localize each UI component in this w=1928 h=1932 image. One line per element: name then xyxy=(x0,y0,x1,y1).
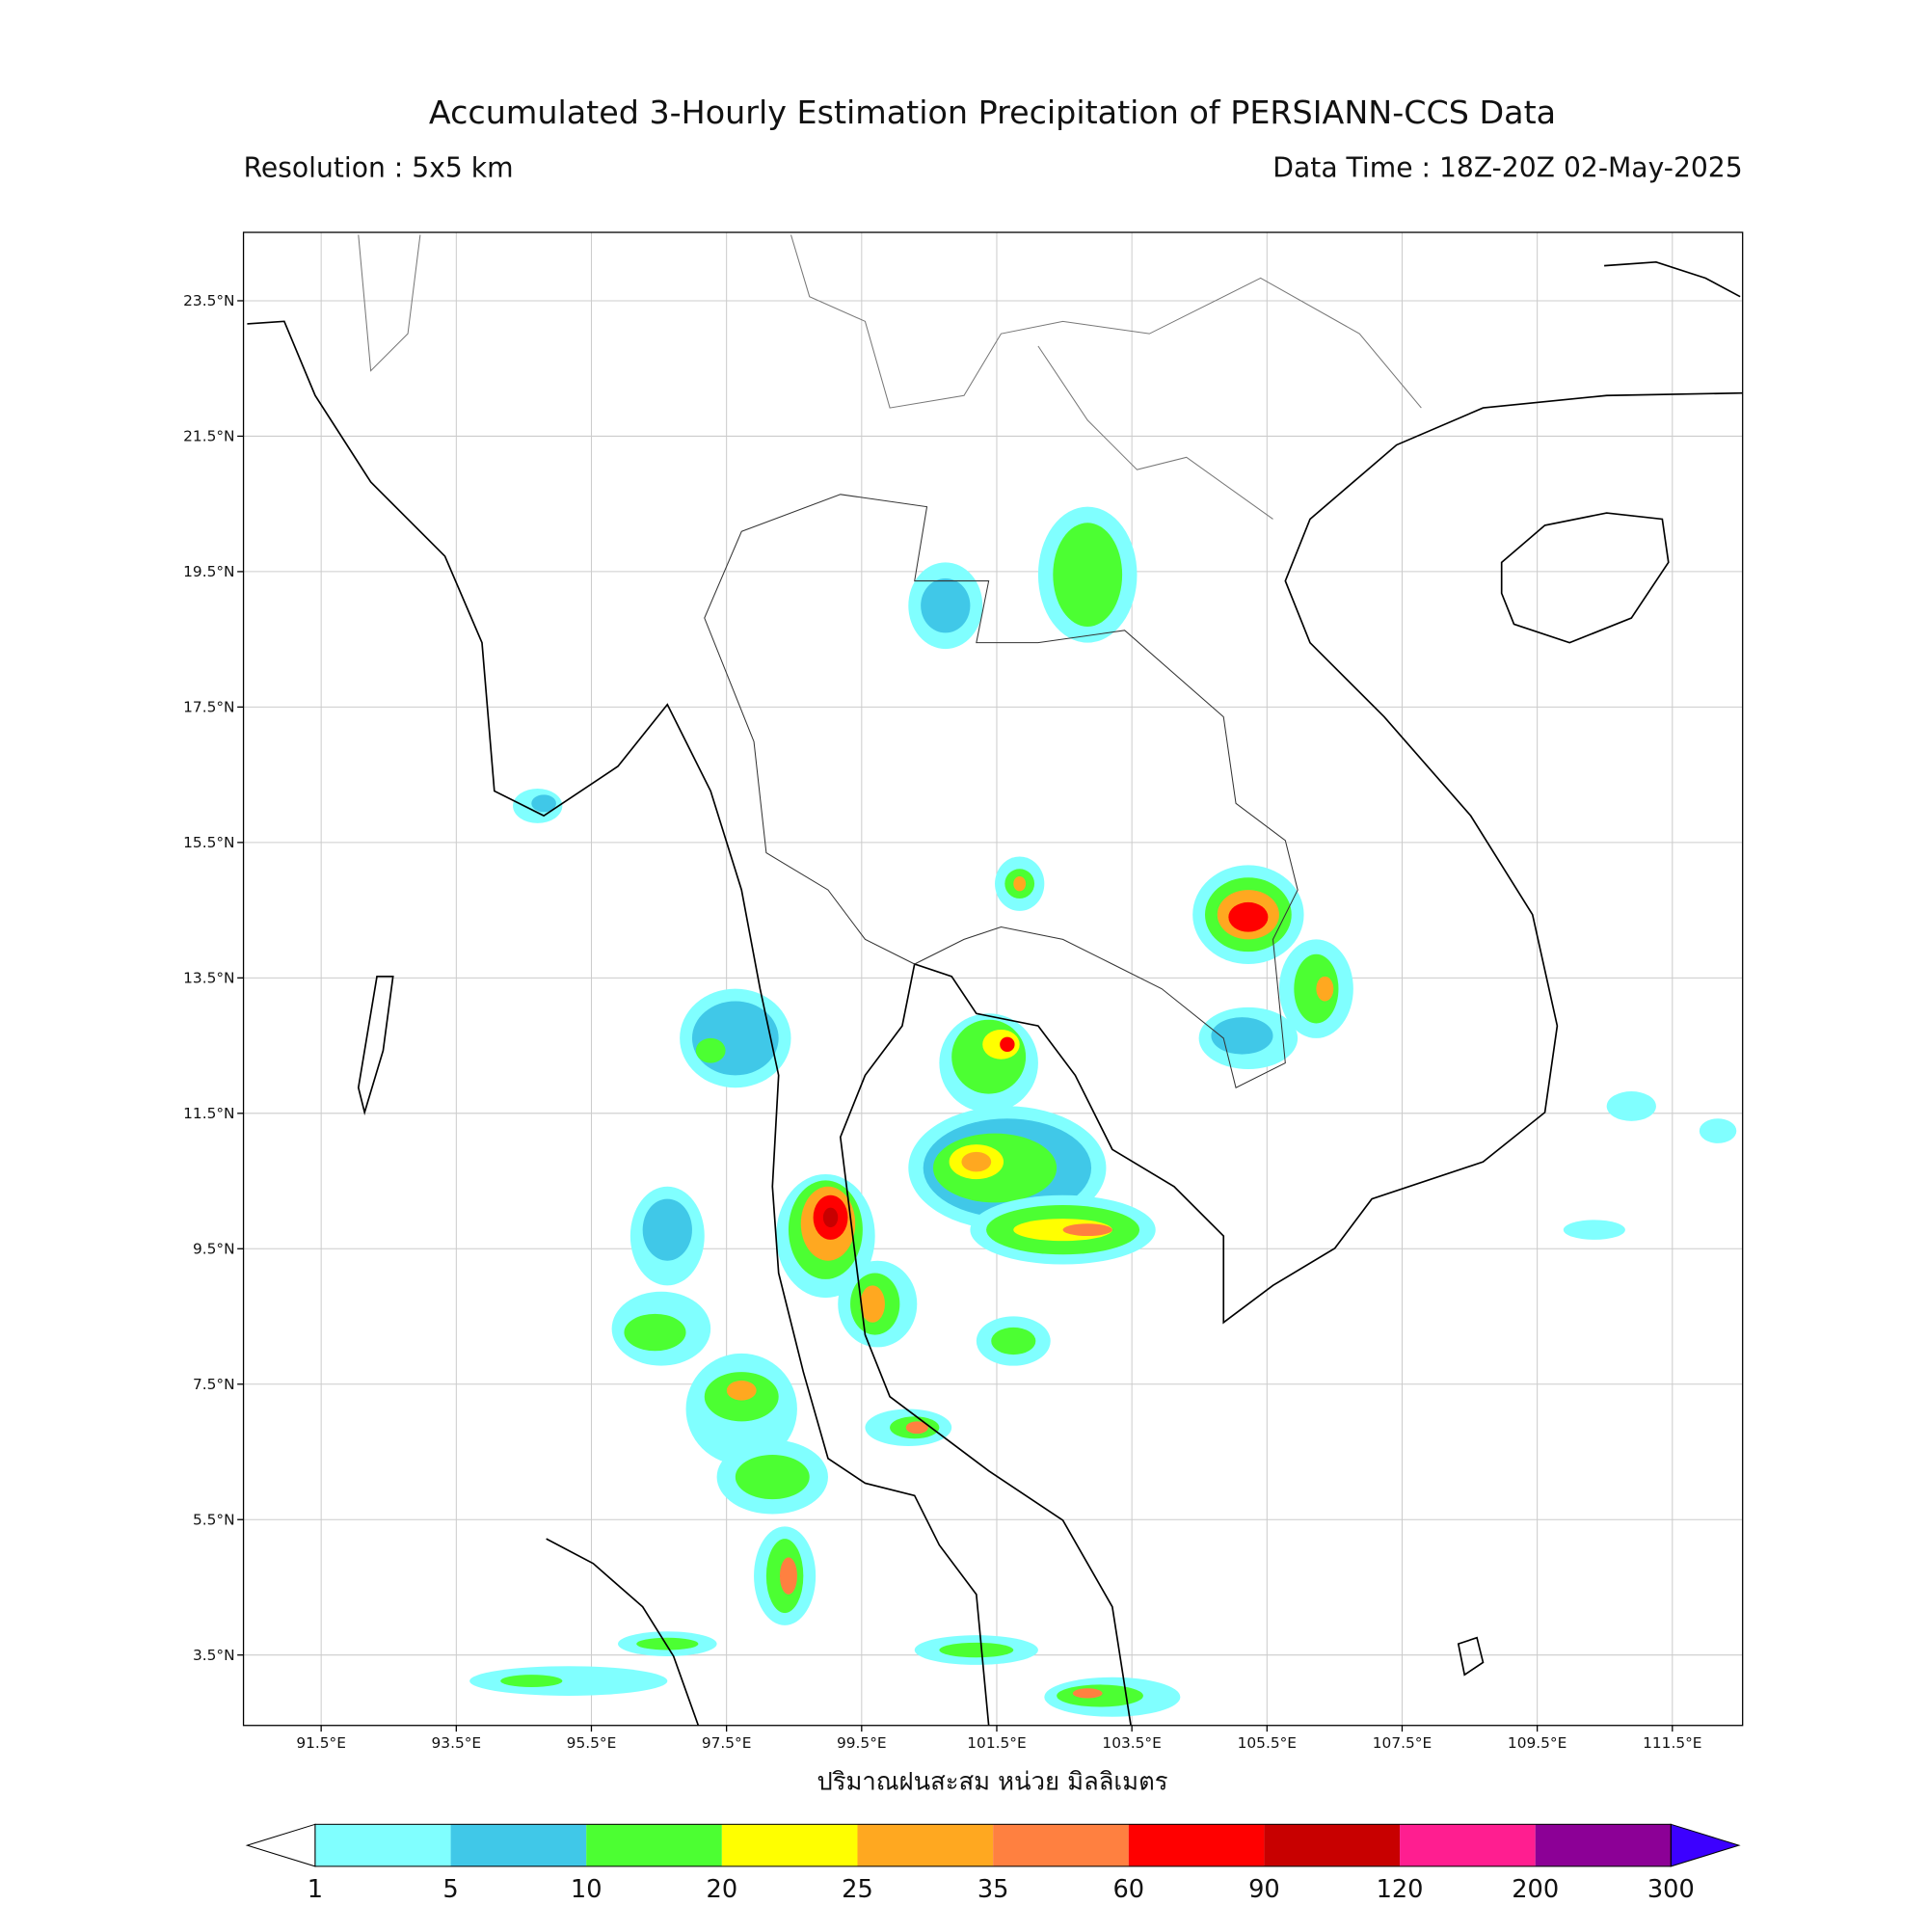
rain-cell xyxy=(754,1526,817,1625)
colorbar-label: 60 xyxy=(1112,1875,1144,1904)
rain-cell xyxy=(611,1291,711,1366)
colorbar-under xyxy=(245,1823,316,1867)
rain-cell xyxy=(685,1353,797,1465)
lon-tick-label: 95.5°E xyxy=(567,1734,617,1752)
lat-tick-label: 23.5°N xyxy=(183,292,234,309)
rain-cell xyxy=(776,1173,875,1299)
rain-cell xyxy=(970,1194,1156,1265)
colorbar-label: 90 xyxy=(1248,1875,1280,1904)
colorbar-over xyxy=(1670,1823,1741,1867)
rain-cell xyxy=(716,1439,828,1515)
rain-cell xyxy=(1192,865,1304,964)
lon-tick-label: 111.5°E xyxy=(1643,1734,1701,1752)
data-time: Data Time : 18Z-20Z 02-May-2025 xyxy=(1272,151,1742,183)
lat-tick-label: 21.5°N xyxy=(183,428,234,445)
rain-cell xyxy=(680,988,791,1088)
rain-cell xyxy=(629,1186,705,1286)
colorbar-segment xyxy=(1535,1824,1672,1866)
rain-cell xyxy=(618,1631,717,1656)
resolution: Resolution : 5x5 km xyxy=(244,151,514,183)
lat-tick-label: 9.5°N xyxy=(193,1240,235,1257)
lon-tick-label: 91.5°E xyxy=(296,1734,346,1752)
lon-tick-label: 105.5°E xyxy=(1238,1734,1297,1752)
lat-tick-label: 15.5°N xyxy=(183,834,234,851)
lon-tick-label: 93.5°E xyxy=(432,1734,482,1752)
lat-tick-label: 13.5°N xyxy=(183,969,234,986)
colorbar-label: 20 xyxy=(707,1875,738,1904)
rain-cell xyxy=(469,1666,668,1696)
lat-tick-label: 5.5°N xyxy=(193,1511,235,1528)
rain-cell xyxy=(914,1635,1038,1665)
colorbar-segment xyxy=(1128,1824,1265,1866)
colorbar-frame xyxy=(314,1823,1672,1867)
rain-cell xyxy=(513,788,563,823)
colorbar-segment xyxy=(721,1824,858,1866)
colorbar-segment xyxy=(1400,1824,1536,1866)
lon-tick-label: 103.5°E xyxy=(1102,1734,1161,1752)
lat-tick-label: 17.5°N xyxy=(183,699,234,716)
rain-cell xyxy=(939,1013,1038,1113)
colorbar-label: 200 xyxy=(1512,1875,1559,1904)
lat-tick-label: 7.5°N xyxy=(193,1376,235,1393)
rain-cell xyxy=(908,562,983,650)
rain-cell xyxy=(976,1316,1051,1366)
lon-tick-label: 101.5°E xyxy=(967,1734,1026,1752)
colorbar-segment xyxy=(857,1824,994,1866)
colorbar-segment xyxy=(586,1824,722,1866)
colorbar-segment xyxy=(1264,1824,1401,1866)
rain-cell xyxy=(1037,506,1138,643)
colorbar-segment xyxy=(993,1824,1129,1866)
rain-cell xyxy=(1278,939,1353,1038)
colorbar-label: 35 xyxy=(977,1875,1009,1904)
lat-tick-label: 11.5°N xyxy=(183,1105,234,1122)
colorbar-label: 300 xyxy=(1647,1875,1695,1904)
coastlines xyxy=(247,260,1743,1726)
lon-tick-label: 107.5°E xyxy=(1373,1734,1432,1752)
map-frame xyxy=(242,231,1744,1727)
title: Accumulated 3-Hourly Estimation Precipit… xyxy=(429,94,1556,131)
colorbar-label: 25 xyxy=(842,1875,873,1904)
x-axis-label: ปริมาณฝนสะสม หน่วย มิลลิเมตร xyxy=(817,1767,1167,1796)
lat-tick-label: 19.5°N xyxy=(183,563,234,580)
rain-cell xyxy=(865,1409,952,1446)
colorbar: 1 5 10 20 25 35 60 90 120 200 300 xyxy=(245,1823,1741,1904)
rain-cell xyxy=(1044,1677,1181,1717)
colorbar-label: 5 xyxy=(442,1875,458,1904)
colorbar-segment xyxy=(314,1824,451,1866)
colorbar-segment xyxy=(450,1824,587,1866)
rain-cell xyxy=(838,1260,918,1348)
lon-tick-label: 99.5°E xyxy=(837,1734,887,1752)
lon-tick-label: 109.5°E xyxy=(1508,1734,1566,1752)
rain-cell xyxy=(995,856,1045,911)
colorbar-label: 10 xyxy=(571,1875,602,1904)
rain-layer xyxy=(469,506,1737,1717)
colorbar-label: 1 xyxy=(308,1875,323,1904)
colorbar-label: 120 xyxy=(1377,1875,1424,1904)
rain-cell xyxy=(1563,1091,1737,1240)
lon-tick-label: 97.5°E xyxy=(702,1734,752,1752)
rain-cell xyxy=(1198,1006,1299,1069)
borders xyxy=(358,234,1422,1088)
lat-tick-label: 3.5°N xyxy=(193,1647,235,1664)
